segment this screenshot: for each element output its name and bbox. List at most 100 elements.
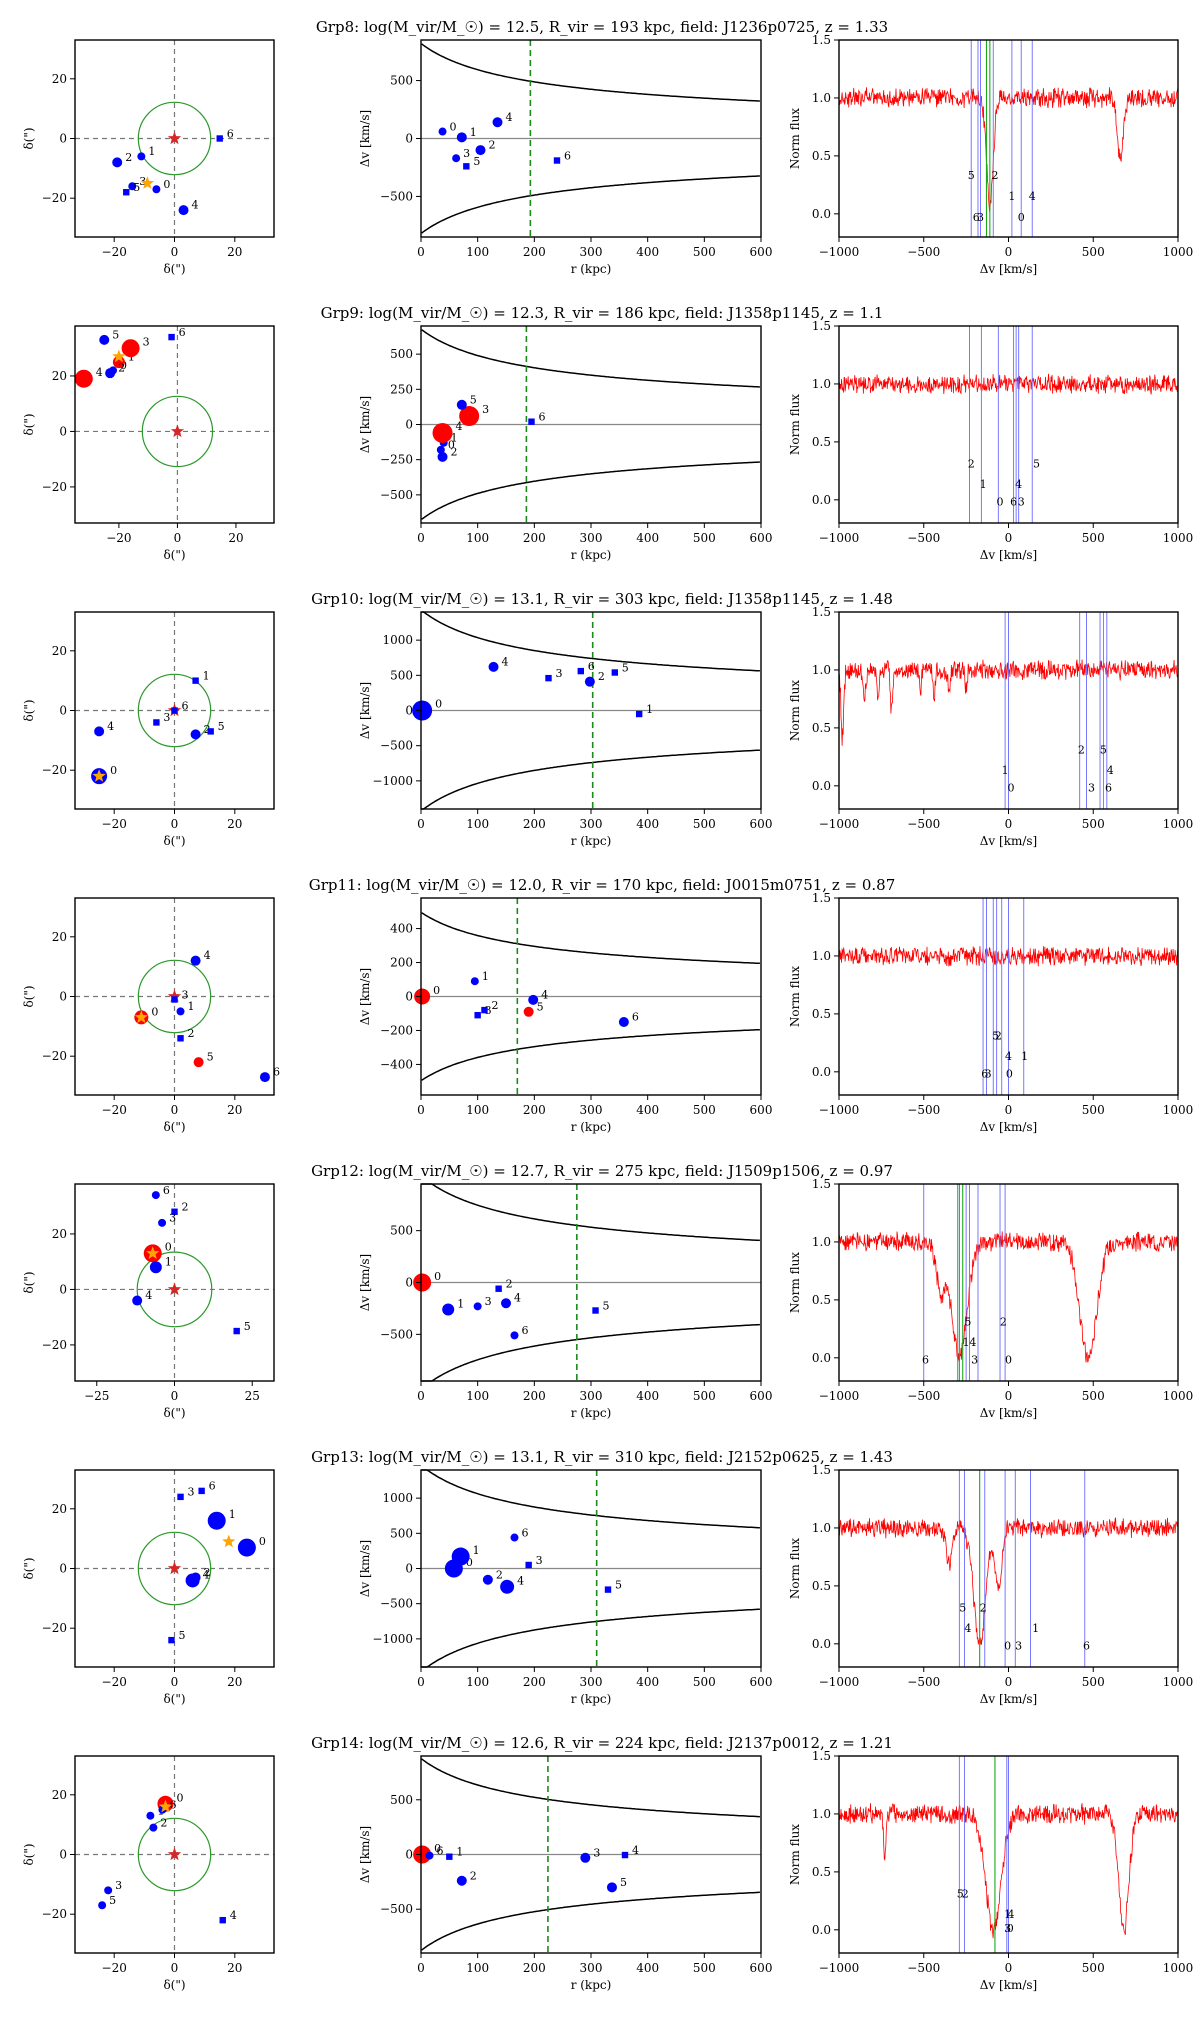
vel-panel-0-marker-label-2: 2 [489,139,496,152]
sky-panel-0-ytick-label: 0 [59,132,67,146]
vel-panel-0-ylabel: Δv [km/s] [358,110,372,167]
spec-panel-6-xtick-label: −1000 [819,1961,860,1975]
sky-panel-3-marker-label-6: 6 [273,1066,280,1079]
sky-panel-0-marker-label-2: 2 [125,151,132,164]
sky-panel-1-marker-label-4: 4 [96,366,103,379]
sky-panel-6-marker-label-6: 6 [169,1799,176,1812]
vel-panel-1-marker-3 [459,406,480,427]
spec-panel-0-ytick-label: 1.5 [812,33,831,47]
sky-panel-1-marker-label-2: 2 [118,362,125,375]
vel-panel-2-xtick-label: 200 [523,817,546,831]
spec-panel-1-line-label-2: 2 [968,457,975,470]
spec-panel-1-ytick-label: 0.0 [812,493,831,507]
sky-panel-3-center-star [167,989,182,1003]
spec-panel-0-xtick-label: 1000 [1163,245,1194,259]
sky-panel-2-marker-label-3: 3 [163,711,170,724]
sky-panel-6-marker-1 [146,1811,155,1820]
spec-panel-1-xtick-label: −500 [907,531,940,545]
vel-panel-1-ytick-label: −500 [380,488,413,502]
vel-panel-6-ytick-label: −500 [380,1902,413,1916]
vel-panel-1-envelope-upper [421,329,760,388]
sky-panel-2-marker-6 [171,707,178,714]
sky-panel-4-marker-5 [233,1327,240,1335]
group-row-5: Grp13: log(M_vir/M_☉) = 13.1, R_vir = 31… [22,1448,1193,1706]
vel-panel-4-xtick-label: 0 [417,1389,425,1403]
vel-panel-2-ylabel: Δv [km/s] [358,682,372,739]
vel-panel-2-ytick-label: 1000 [382,633,413,647]
sky-panel-0-qso-star [140,176,154,189]
vel-panel-5-marker-label-1: 1 [473,1544,480,1557]
vel-panel-0-xtick-label: 400 [636,245,659,259]
vel-panel-2-marker-1 [635,710,643,718]
spec-panel-6-line-label-3: 3 [1004,1922,1011,1935]
sky-panel-1-marker-6 [168,333,175,341]
sky-panel-4-marker-6 [151,1191,160,1200]
sky-panel-1-xtick-label: 20 [228,531,243,545]
spec-panel-3: 524 1 63 0 −1000 −500 0 500 1000 0.0 0.5 1.0 1.5 Δv [… [788,891,1193,1134]
spec-panel-1-xlabel: Δv [km/s] [980,548,1037,562]
sky-panel-3-ytick-label: 20 [52,930,67,944]
spec-panel-3-ytick-label: 1.5 [812,891,831,905]
sky-panel-3-rvir-circle [137,959,212,1034]
sky-panel-3-marker-label-4: 4 [204,949,211,962]
spec-panel-6-ylabel: Norm flux [788,1824,802,1885]
spec-panel-5-line-label-0: 0 [1004,1640,1011,1653]
sky-panel-0-marker-0 [152,185,161,194]
vel-panel-6-xtick-label: 400 [636,1961,659,1975]
sky-panel-0-marker-label-4: 4 [192,199,199,212]
sky-panel-6-qso-star [158,1799,173,1813]
vel-panel-3-marker-5 [523,1006,534,1017]
vel-panel-4-marker-5 [592,1307,599,1314]
vel-panel-5-marker-label-5: 5 [615,1578,622,1591]
vel-panel-4-marker-4 [501,1298,511,1309]
sky-panel-0-xtick-label: 20 [227,245,242,259]
vel-panel-2: 0 1 2 3 4 5 6 0 100 200 300 400 500 600 −1000 −500 0 500 1… [358,611,772,848]
vel-panel-5-marker-label-2: 2 [496,1568,503,1581]
sky-panel-2-xtick-label: −20 [102,817,127,831]
sky-panel-1-marker-3 [121,339,140,358]
sky-panel-1-xlabel: δ(") [163,548,185,562]
sky-panel-6-ylabel: δ(") [22,1843,36,1865]
vel-panel-0-marker-label-3: 3 [463,147,470,160]
vel-panel-2-envelope-upper [421,611,760,672]
spec-panel-4-line-label-3: 3 [971,1354,978,1367]
vel-panel-2-marker-3 [545,674,552,682]
vel-panel-0-xtick-label: 600 [750,245,773,259]
spec-panel-6-line-label-5: 5 [957,1887,964,1900]
vel-panel-1-marker-label-4: 4 [456,420,463,433]
sky-panel-5-marker-label-2: 2 [204,1566,211,1579]
spec-panel-2-xtick-label: −1000 [819,817,860,831]
spec-panel-5-ytick-label: 1.5 [812,1463,831,1477]
vel-panel-5-ytick-label: −500 [380,1597,413,1611]
vel-panel-4-marker-label-1: 1 [457,1298,464,1311]
spec-panel-0-line-label-6: 6 [973,211,980,224]
vel-panel-0-xtick-label: 0 [417,245,425,259]
spec-panel-3-xlabel: Δv [km/s] [980,1120,1037,1134]
vel-panel-4-envelope-lower [421,1323,760,1382]
spec-panel-3-line-label-6: 6 [981,1068,988,1081]
sky-panel-0-xlabel: δ(") [163,262,185,276]
sky-panel-1-marker-4 [74,369,93,388]
sky-panel-6-xtick-label: 0 [171,1961,179,1975]
spec-panel-2-ytick-label: 1.0 [812,663,831,677]
vel-panel-3-xtick-label: 400 [636,1103,659,1117]
sky-panel-3-xlabel: δ(") [163,1120,185,1134]
spec-panel-4-ylabel: Norm flux [788,1252,802,1313]
vel-panel-4-marker-2 [495,1285,502,1292]
sky-panel-0-marker-label-6: 6 [227,127,234,140]
sky-panel-1-marker-2 [105,368,116,379]
spec-panel-2-xtick-label: 0 [1005,817,1013,831]
spec-panel-6-xlabel: Δv [km/s] [980,1978,1037,1992]
sky-panel-0-marker-3 [128,182,137,191]
sky-panel-4-marker-label-4: 4 [145,1289,152,1302]
vel-panel-1-xtick-label: 200 [523,531,546,545]
vel-panel-0-marker-4 [492,117,503,128]
sky-panel-2-ytick-label: 20 [52,644,67,658]
spec-panel-6-xtick-label: −500 [907,1961,940,1975]
vel-panel-2-marker-label-3: 3 [556,667,563,680]
spec-panel-3-xtick-label: 500 [1082,1103,1105,1117]
vel-panel-0-marker-label-1: 1 [470,126,477,139]
spec-panel-3-ytick-label: 0.5 [812,1007,831,1021]
vel-panel-4-ytick-label: 500 [390,1224,413,1238]
